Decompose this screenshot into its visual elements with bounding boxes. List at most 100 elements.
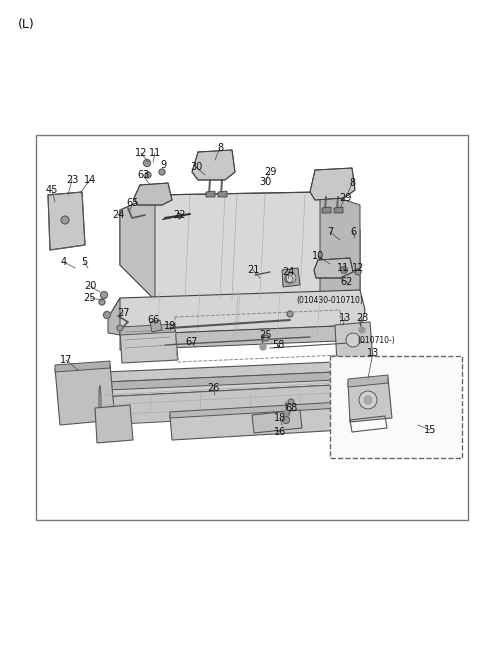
Polygon shape <box>105 360 382 382</box>
Text: 27: 27 <box>117 308 129 318</box>
Text: 4: 4 <box>61 257 67 267</box>
Circle shape <box>287 311 293 317</box>
Polygon shape <box>252 410 302 433</box>
Text: 45: 45 <box>46 185 58 195</box>
Polygon shape <box>334 207 343 213</box>
Polygon shape <box>101 382 392 425</box>
Text: 19: 19 <box>164 321 176 331</box>
Text: 29: 29 <box>339 193 351 203</box>
Text: 8: 8 <box>217 143 223 153</box>
Polygon shape <box>322 207 331 213</box>
Text: 26: 26 <box>207 383 219 393</box>
Polygon shape <box>55 364 115 425</box>
Text: 9: 9 <box>160 160 166 170</box>
Text: 24: 24 <box>282 267 294 277</box>
Text: 58: 58 <box>272 340 284 350</box>
Text: 68: 68 <box>286 403 298 413</box>
Polygon shape <box>120 325 362 350</box>
Text: 11: 11 <box>337 263 349 273</box>
Text: 30: 30 <box>259 177 271 187</box>
Polygon shape <box>106 370 383 390</box>
Polygon shape <box>108 290 365 335</box>
Text: (010710-): (010710-) <box>357 335 395 344</box>
Text: 20: 20 <box>84 281 96 291</box>
Circle shape <box>286 273 296 283</box>
Text: (010430-010710): (010430-010710) <box>297 295 363 304</box>
Polygon shape <box>170 402 340 418</box>
Circle shape <box>104 312 110 319</box>
Text: 18: 18 <box>274 413 286 423</box>
Circle shape <box>100 291 108 298</box>
Text: 22: 22 <box>173 210 185 220</box>
Text: 23: 23 <box>66 175 78 185</box>
Text: 66: 66 <box>148 315 160 325</box>
Polygon shape <box>282 268 300 287</box>
Text: 21: 21 <box>247 265 259 275</box>
Text: 5: 5 <box>81 257 87 267</box>
Polygon shape <box>100 370 392 397</box>
Circle shape <box>283 417 289 424</box>
Circle shape <box>263 335 269 341</box>
Text: 11: 11 <box>149 148 161 158</box>
Text: 63: 63 <box>137 170 149 180</box>
Text: 65: 65 <box>127 198 139 208</box>
Text: 14: 14 <box>84 175 96 185</box>
Circle shape <box>284 411 290 417</box>
Text: 25: 25 <box>259 330 271 340</box>
Text: 10: 10 <box>312 251 324 261</box>
Circle shape <box>364 396 372 404</box>
Polygon shape <box>218 191 227 197</box>
Polygon shape <box>120 195 155 300</box>
Text: 24: 24 <box>112 210 124 220</box>
Polygon shape <box>120 192 360 300</box>
Polygon shape <box>134 183 172 205</box>
Text: 12: 12 <box>352 263 364 273</box>
Text: 8: 8 <box>349 178 355 188</box>
Text: 25: 25 <box>84 293 96 303</box>
Polygon shape <box>48 192 85 250</box>
Text: 29: 29 <box>264 167 276 177</box>
Text: (L): (L) <box>18 18 35 31</box>
Polygon shape <box>120 324 175 335</box>
Polygon shape <box>348 375 388 387</box>
Polygon shape <box>310 168 355 200</box>
Text: 15: 15 <box>424 425 436 435</box>
Circle shape <box>145 172 151 178</box>
Circle shape <box>61 216 69 224</box>
Polygon shape <box>335 322 373 363</box>
Circle shape <box>359 391 377 409</box>
Circle shape <box>355 269 361 275</box>
Polygon shape <box>320 192 360 300</box>
Text: 17: 17 <box>60 355 72 365</box>
Circle shape <box>359 327 365 333</box>
Text: 30: 30 <box>190 162 202 172</box>
Polygon shape <box>170 405 343 440</box>
Circle shape <box>117 325 123 331</box>
Circle shape <box>159 169 165 175</box>
Text: 62: 62 <box>341 277 353 287</box>
Text: 13: 13 <box>339 313 351 323</box>
Text: 13: 13 <box>367 348 379 358</box>
Bar <box>330 356 462 458</box>
Bar <box>36 135 468 520</box>
Polygon shape <box>150 320 162 332</box>
Text: 23: 23 <box>356 313 368 323</box>
Circle shape <box>340 266 348 274</box>
Polygon shape <box>206 191 215 197</box>
Polygon shape <box>55 361 110 372</box>
Text: 12: 12 <box>135 148 147 158</box>
Polygon shape <box>314 258 353 278</box>
Circle shape <box>99 299 105 305</box>
Polygon shape <box>108 298 120 335</box>
Circle shape <box>285 275 293 283</box>
Text: 6: 6 <box>350 227 356 237</box>
Circle shape <box>144 159 151 167</box>
Polygon shape <box>192 150 235 180</box>
Circle shape <box>346 333 360 347</box>
Circle shape <box>288 399 294 405</box>
Text: 67: 67 <box>186 337 198 347</box>
Polygon shape <box>348 378 392 422</box>
Polygon shape <box>99 385 101 425</box>
Polygon shape <box>95 405 133 443</box>
Circle shape <box>260 344 266 350</box>
